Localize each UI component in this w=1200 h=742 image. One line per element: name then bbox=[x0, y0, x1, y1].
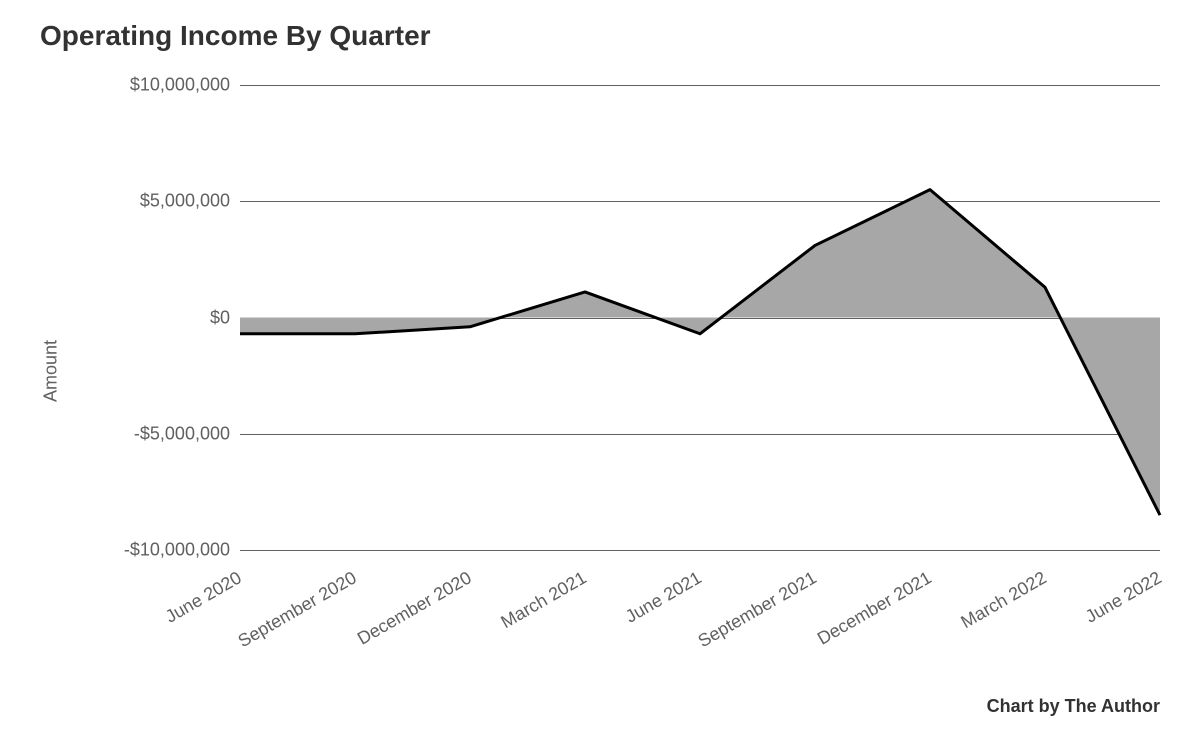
chart-title: Operating Income By Quarter bbox=[40, 20, 431, 52]
y-tick-label: $5,000,000 bbox=[30, 191, 230, 212]
y-tick-label: -$10,000,000 bbox=[30, 540, 230, 561]
plot-area bbox=[240, 85, 1160, 550]
gridline bbox=[240, 550, 1160, 551]
series-line bbox=[240, 190, 1160, 516]
y-tick-label: $10,000,000 bbox=[30, 75, 230, 96]
chart-container: Operating Income By Quarter Amount $10,0… bbox=[0, 0, 1200, 742]
y-tick-label: $0 bbox=[30, 307, 230, 328]
y-axis-title: Amount bbox=[41, 340, 62, 402]
chart-attribution: Chart by The Author bbox=[987, 696, 1160, 717]
area-chart-svg bbox=[240, 85, 1160, 550]
area-fill bbox=[240, 190, 1160, 516]
y-tick-label: -$5,000,000 bbox=[30, 423, 230, 444]
